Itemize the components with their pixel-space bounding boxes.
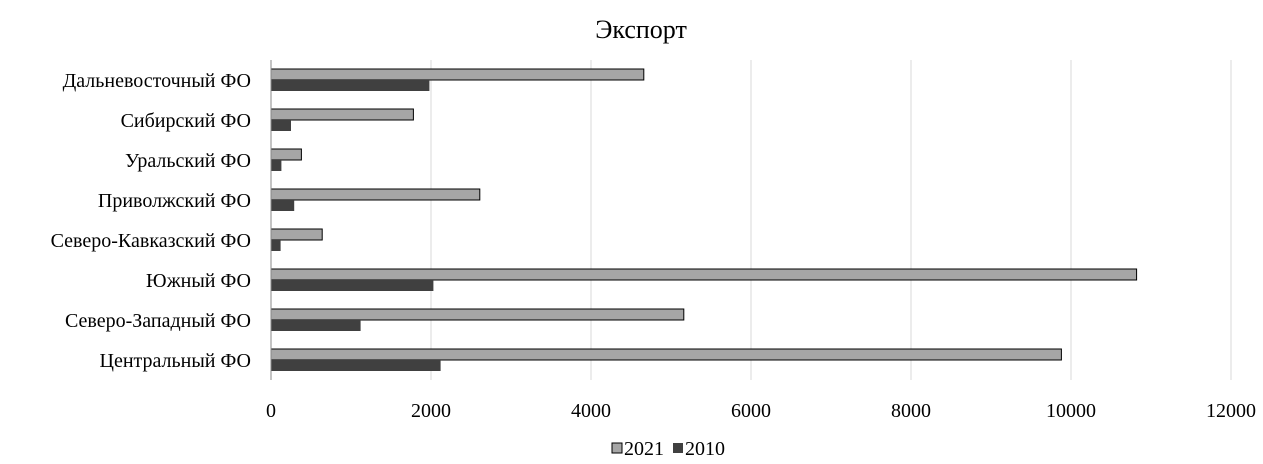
bar-2010-4 [271, 200, 295, 211]
bar-2021-3 [270, 228, 323, 241]
x-tick-label: 10000 [1046, 400, 1096, 422]
chart-title: Экспорт [595, 15, 687, 44]
category-label: Южный ФО [146, 270, 251, 292]
category-label: Приволжский ФО [98, 190, 251, 212]
category-label: Дальневосточный ФО [63, 70, 251, 92]
bar-2021-6 [270, 108, 414, 121]
category-labels: Центральный ФО Северо-Западный ФО Южный ФО… [51, 70, 251, 372]
bar-2010-3 [271, 240, 281, 251]
bar-2021-2 [270, 268, 1138, 281]
x-tick-label: 8000 [891, 400, 931, 422]
bar-2010-5 [271, 160, 282, 171]
legend: 2021 2010 [611, 438, 725, 460]
category-label: Северо-Западный ФО [65, 310, 251, 332]
bar-2021-7 [270, 68, 645, 81]
bar-2010-7 [271, 80, 430, 91]
bar-2021-1 [270, 308, 685, 321]
category-label: Уральский ФО [125, 150, 251, 172]
x-tick-label: 12000 [1206, 400, 1256, 422]
x-tick-labels: 0 2000 4000 6000 8000 10000 12000 [266, 400, 1256, 422]
bar-2021-0 [270, 348, 1062, 361]
legend-label: 2021 [624, 438, 664, 459]
bar-2010-6 [271, 120, 291, 131]
category-label: Сибирский ФО [121, 110, 251, 132]
bar-2010-1 [271, 320, 361, 331]
bar-2010-2 [271, 280, 434, 291]
category-label: Центральный ФО [100, 350, 252, 372]
gridlines [430, 60, 1232, 380]
legend-swatch-2010 [673, 443, 683, 453]
x-tick-label: 2000 [411, 400, 451, 422]
bar-2021-4 [270, 188, 481, 201]
legend-label: 2010 [685, 438, 725, 459]
x-tick-label: 6000 [731, 400, 771, 422]
category-label: Северо-Кавказский ФО [51, 230, 251, 252]
bar-2021-5 [270, 148, 302, 161]
bars [270, 68, 1138, 371]
x-tick-label: 0 [266, 400, 276, 422]
x-tick-label: 4000 [571, 400, 611, 422]
bar-2010-0 [271, 360, 441, 371]
legend-swatch-2021 [611, 442, 623, 454]
